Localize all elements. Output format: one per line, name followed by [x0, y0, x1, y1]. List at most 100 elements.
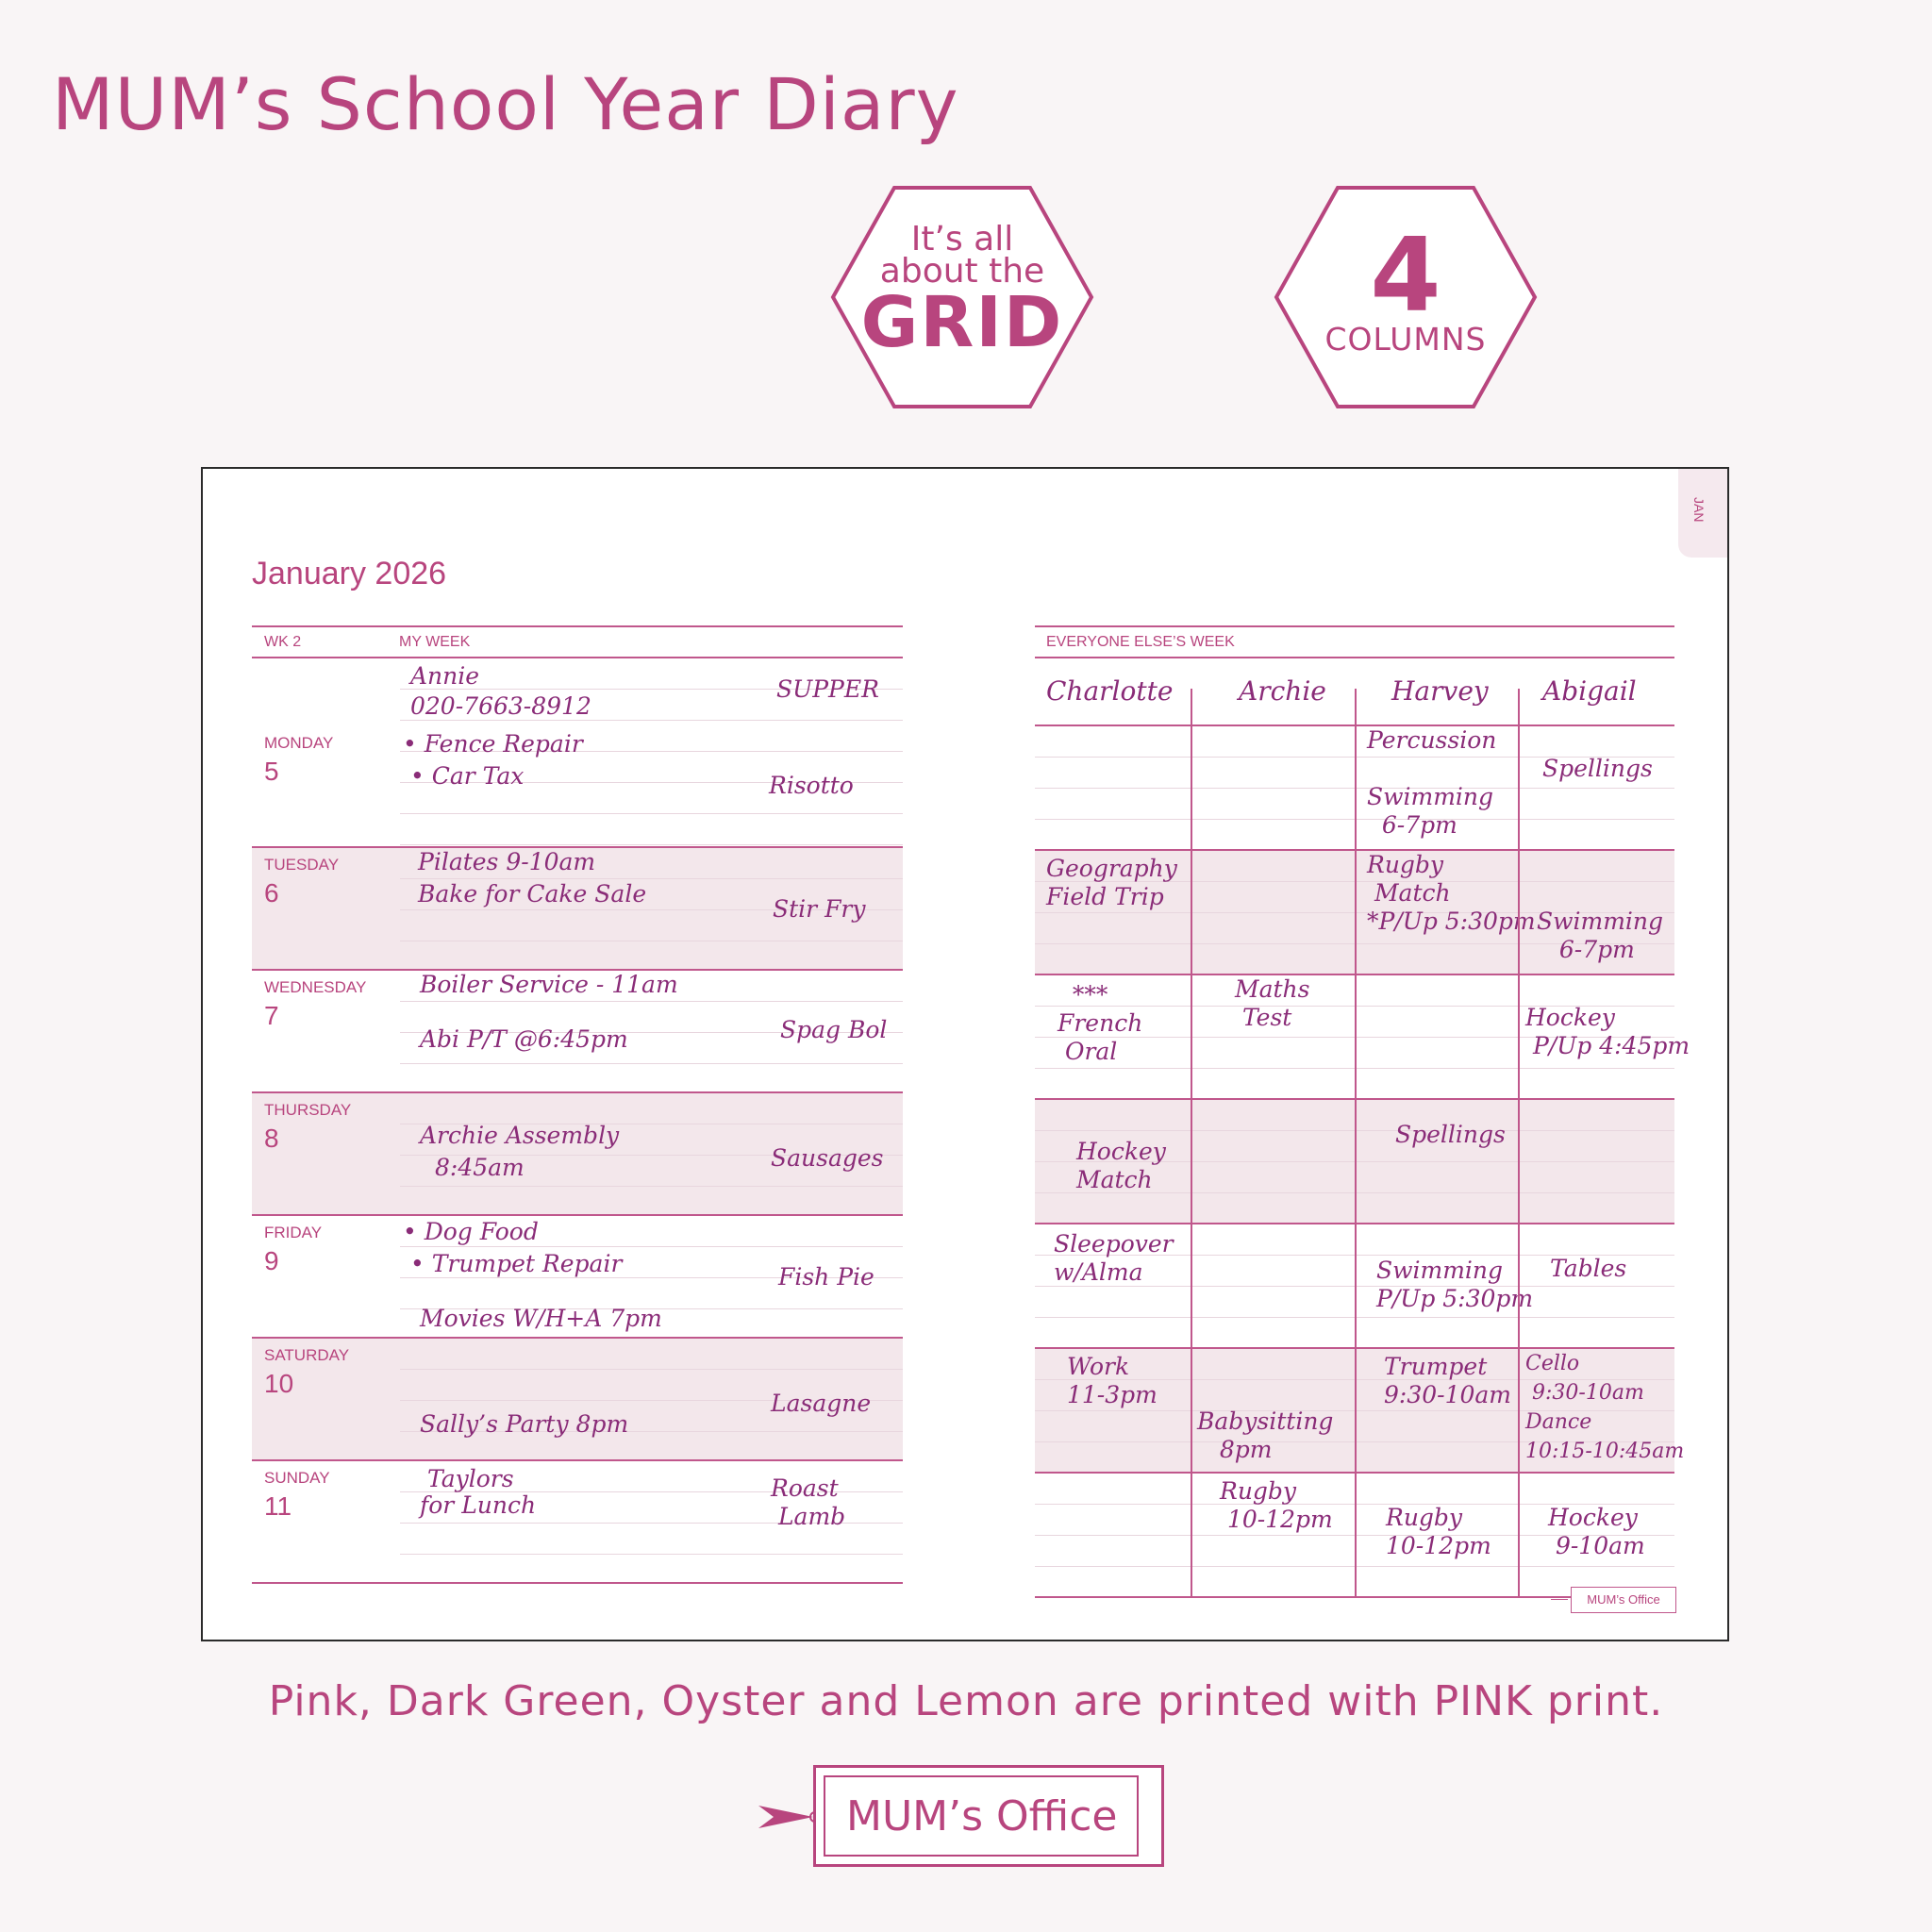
diary-entry: Boiler Service - 11am: [420, 971, 678, 998]
column-harvey: Harvey: [1391, 675, 1489, 707]
family-entry: Maths Test: [1235, 975, 1310, 1031]
diary-entry: Abi P/T @6:45pm: [420, 1025, 628, 1053]
day-row-thursday: THURSDAY 8 Archie Assembly 8:45am Sausag…: [252, 1093, 903, 1216]
day-number: 11: [264, 1491, 292, 1521]
family-entry: Spellings: [1395, 1121, 1506, 1148]
day-row-friday: FRIDAY 9 • Dog Food • Trumpet Repair Mov…: [252, 1216, 903, 1339]
column-abigail: Abigail: [1542, 675, 1637, 707]
day-row-saturday: SATURDAY 10 Sally’s Party 8pm Lasagne: [252, 1339, 903, 1461]
diary-entry: Movies W/H+A 7pm: [420, 1305, 662, 1332]
supper-entry: Fish Pie: [778, 1263, 874, 1291]
supper-entry: Risotto: [769, 772, 854, 799]
badge-word: COLUMNS: [1324, 321, 1487, 358]
family-entry: Babysitting 8pm: [1197, 1407, 1334, 1463]
column-header-row: Charlotte Archie Harvey Abigail: [1035, 658, 1674, 726]
brand-logo-tag: MUM’s Office: [813, 1765, 1164, 1867]
day-name: SUNDAY: [264, 1469, 330, 1487]
supper-entry: Roast Lamb: [771, 1474, 846, 1530]
day-row-sunday: SUNDAY 11 Taylors for Lunch Roast Lamb: [252, 1461, 903, 1584]
diary-entry: • Trumpet Repair: [410, 1250, 623, 1277]
family-entry: Geography Field Trip: [1046, 855, 1177, 910]
family-entry: Hockey 9-10am: [1548, 1504, 1645, 1559]
badge-number: 4: [1370, 217, 1441, 335]
day-number: 5: [264, 757, 279, 786]
family-entry: Hockey P/Up 4:45pm: [1525, 1004, 1690, 1059]
diary-entry: Taylors: [427, 1465, 514, 1492]
diary-entry: Pilates 9-10am: [418, 848, 596, 875]
family-entry: Rugby 10-12pm: [1386, 1504, 1491, 1559]
column-charlotte: Charlotte: [1046, 675, 1174, 707]
diary-entry: 8:45am: [435, 1154, 525, 1181]
family-entry: Work 11-3pm: [1067, 1353, 1158, 1408]
hexagon-shape: [830, 186, 1094, 408]
family-entry: Percussion: [1367, 726, 1497, 754]
supper-label: SUPPER: [776, 675, 879, 703]
diary-entry: 020-7663-8912: [410, 692, 591, 720]
day-name: MONDAY: [264, 734, 334, 752]
diary-entry: Sally’s Party 8pm: [420, 1410, 629, 1438]
family-grid: Charlotte Archie Harvey Abigail Percussi…: [1035, 658, 1690, 1613]
column-divider: [1355, 689, 1357, 1598]
print-note: Pink, Dark Green, Oyster and Lemon are p…: [268, 1677, 1664, 1725]
month-title: January 2026: [252, 556, 447, 591]
day-name: FRIDAY: [264, 1224, 323, 1241]
diary-entry: for Lunch: [420, 1491, 537, 1519]
everyone-else-header: EVERYONE ELSE’S WEEK: [1035, 627, 1674, 658]
columns-badge: 4 COLUMNS: [1274, 185, 1538, 409]
day-number: 7: [264, 1001, 279, 1030]
column-divider: [1191, 689, 1192, 1598]
family-entry: *** French Oral: [1058, 981, 1143, 1065]
diary-entry: • Fence Repair: [403, 730, 583, 758]
supper-entry: Stir Fry: [773, 895, 866, 923]
day-name: SATURDAY: [264, 1346, 350, 1364]
family-entry: Rugby Match *P/Up 5:30pm: [1367, 851, 1536, 935]
diary-entry: • Dog Food: [403, 1218, 539, 1245]
family-entry: Hockey Match: [1076, 1138, 1166, 1193]
family-entry: Sleepover w/Alma: [1054, 1230, 1174, 1286]
supper-entry: Sausages: [771, 1144, 884, 1172]
everyone-else-page: EVERYONE ELSE’S WEEK Charlotte Archie Ha…: [1035, 625, 1690, 1613]
day-row-monday: MONDAY 5 Annie 020-7663-8912 • Fence Rep…: [252, 658, 903, 848]
family-entry: Rugby 10-12pm: [1220, 1477, 1333, 1533]
day-number: 6: [264, 878, 279, 908]
day-name: THURSDAY: [264, 1101, 352, 1119]
day-number: 9: [264, 1246, 279, 1275]
my-week-page: WK 2 MY WEEK MONDAY 5 Annie 020-7663-891…: [252, 625, 903, 1584]
diary-entry: • Car Tax: [410, 762, 525, 790]
diary-spread: JAN January 2026 WK 2 MY WEEK MONDAY 5 A…: [201, 467, 1729, 1641]
column-divider: [1518, 689, 1520, 1598]
hexagon-shape: [1274, 186, 1538, 408]
family-entry: Spellings: [1542, 755, 1653, 782]
week-number: WK 2: [264, 634, 302, 650]
diary-entry: Bake for Cake Sale: [418, 880, 647, 908]
everyone-else-label: EVERYONE ELSE’S WEEK: [1046, 634, 1235, 650]
supper-entry: Spag Bol: [780, 1016, 888, 1043]
badge-line-2: about the: [879, 252, 1045, 291]
diary-entry: Annie: [410, 662, 480, 690]
grid-badge: It’s all about the GRID: [830, 185, 1094, 409]
family-entry: Trumpet 9:30-10am: [1384, 1353, 1512, 1408]
day-number: 10: [264, 1369, 294, 1398]
column-archie: Archie: [1239, 675, 1326, 707]
day-name: WEDNESDAY: [264, 978, 367, 996]
day-row-wednesday: WEDNESDAY 7 Boiler Service - 11am Abi P/…: [252, 971, 903, 1093]
family-entry: Swimming P/Up 5:30pm: [1376, 1257, 1534, 1312]
family-entry: Swimming 6-7pm: [1367, 783, 1494, 839]
badge-line-1: It’s all: [910, 220, 1014, 258]
family-entry: Swimming 6-7pm: [1537, 908, 1664, 963]
month-tab-label: JAN: [1691, 497, 1707, 523]
day-name: TUESDAY: [264, 856, 340, 874]
supper-entry: Lasagne: [771, 1390, 872, 1417]
family-entry: Tables: [1550, 1255, 1627, 1282]
day-row-tuesday: TUESDAY 6 Pilates 9-10am Bake for Cake S…: [252, 848, 903, 971]
diary-entry: Archie Assembly: [420, 1122, 620, 1149]
my-week-label: MY WEEK: [399, 634, 471, 650]
small-brand-tag: MUM’s Office: [1551, 1587, 1676, 1613]
badge-grid-word: GRID: [860, 282, 1064, 363]
month-tab[interactable]: JAN: [1678, 469, 1727, 558]
family-entry: Cello 9:30-10am Dance 10:15-10:45am: [1525, 1352, 1685, 1463]
brand-name: MUM’s Office: [846, 1792, 1118, 1840]
day-number: 8: [264, 1124, 279, 1153]
page-title: MUM’s School Year Diary: [52, 62, 959, 146]
my-week-header: WK 2 MY WEEK: [252, 627, 903, 658]
